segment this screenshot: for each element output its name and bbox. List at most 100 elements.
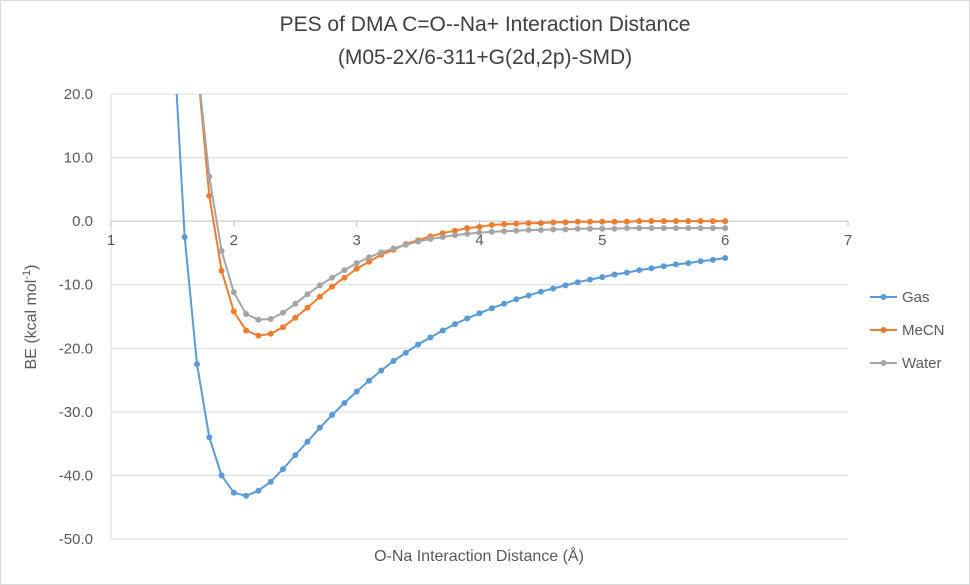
data-point-mecn	[280, 324, 286, 331]
data-point-gas	[574, 279, 581, 286]
data-point-mecn	[267, 330, 274, 337]
data-point-mecn	[660, 218, 667, 225]
data-point-gas	[304, 438, 311, 445]
data-point-gas	[648, 265, 655, 272]
data-point-water	[415, 238, 422, 245]
data-point-gas	[230, 489, 237, 496]
data-point-gas	[415, 341, 422, 348]
y-tick-label: 0.0	[72, 213, 93, 230]
data-point-mecn	[525, 220, 532, 227]
data-point-water	[280, 309, 286, 316]
y-tick-label: -20.0	[59, 340, 93, 357]
chart-title-line-1: PES of DMA C=O--Na+ Interaction Distance	[279, 13, 691, 36]
data-point-mecn	[697, 218, 704, 225]
data-point-gas	[181, 234, 188, 240]
gridlines	[111, 93, 848, 540]
data-point-water	[660, 225, 667, 232]
x-tick-label: 2	[230, 232, 238, 249]
data-point-mecn	[243, 327, 250, 334]
data-point-water	[636, 225, 643, 232]
data-point-gas	[685, 260, 692, 267]
data-point-gas	[267, 478, 274, 485]
data-point-mecn	[366, 258, 372, 265]
data-point-water	[685, 225, 692, 232]
data-point-gas	[550, 285, 557, 292]
x-tick-label: 7	[844, 232, 852, 249]
data-point-water	[206, 173, 213, 180]
data-point-water	[353, 260, 360, 267]
data-point-water	[623, 225, 630, 232]
data-point-mecn	[218, 267, 225, 274]
data-point-mecn	[722, 218, 729, 225]
y-tick-label: -40.0	[59, 467, 93, 484]
data-point-water	[537, 227, 544, 233]
data-point-mecn	[562, 219, 569, 226]
data-point-water	[709, 225, 716, 232]
data-point-gas	[255, 487, 262, 494]
y-tick-label: 10.0	[64, 150, 93, 167]
data-point-mecn	[623, 218, 630, 225]
series-line-gas	[175, 94, 726, 497]
legend-label-mecn: MeCN	[902, 322, 945, 339]
data-point-mecn	[488, 222, 495, 228]
data-point-water	[673, 225, 679, 232]
data-point-mecn	[513, 220, 520, 227]
legend-marker-water	[880, 360, 887, 366]
data-point-gas	[451, 321, 458, 328]
data-point-water	[599, 225, 606, 232]
y-axis-title-sup: -1	[21, 270, 33, 280]
data-point-water	[722, 225, 729, 232]
data-point-gas	[611, 271, 618, 278]
data-point-gas	[169, 15, 175, 21]
data-point-mecn	[464, 225, 471, 232]
data-point-gas	[206, 434, 213, 441]
data-point-mecn	[599, 218, 606, 225]
data-point-water	[255, 316, 262, 323]
data-point-gas	[402, 349, 409, 356]
series-line-mecn	[198, 94, 726, 337]
data-point-mecn	[574, 218, 581, 225]
legend-marker-gas	[880, 294, 887, 300]
data-point-gas	[501, 300, 508, 307]
data-point-water	[292, 300, 299, 307]
data-point-gas	[390, 358, 397, 364]
y-axis-title: BE (kcal mol-1)	[21, 265, 40, 370]
data-point-water	[218, 248, 225, 254]
data-point-gas	[316, 424, 323, 431]
data-point-gas	[537, 288, 544, 295]
data-point-gas	[243, 492, 250, 499]
data-point-mecn	[230, 308, 237, 315]
data-point-gas	[562, 282, 569, 289]
y-tick-label: -10.0	[59, 277, 93, 294]
data-point-water	[648, 225, 655, 232]
data-point-gas	[464, 315, 471, 322]
data-point-mecn	[611, 218, 618, 225]
data-point-gas	[660, 263, 667, 270]
x-tick-label: 6	[721, 232, 729, 249]
data-point-mecn	[550, 219, 557, 226]
x-tick-label: 5	[598, 232, 606, 249]
data-point-gas	[513, 296, 520, 303]
data-point-gas	[378, 367, 385, 374]
data-point-water	[464, 230, 471, 237]
data-point-water	[488, 228, 495, 235]
data-point-gas	[280, 466, 286, 473]
y-axis-title-end: )	[23, 265, 40, 270]
series-line-water	[199, 94, 726, 321]
data-point-water	[697, 225, 704, 232]
y-axis-title-main: BE (kcal mol	[23, 280, 40, 370]
data-point-gas	[218, 472, 225, 479]
data-point-gas	[194, 361, 200, 368]
x-axis-title: O-Na Interaction Distance (Å)	[374, 546, 584, 565]
data-point-gas	[292, 452, 299, 459]
data-point-mecn	[476, 223, 483, 230]
y-tick-label: 20.0	[64, 86, 93, 103]
data-point-gas	[673, 261, 679, 268]
data-point-water	[378, 249, 385, 256]
legend-label-water: Water	[902, 355, 941, 372]
data-point-water	[194, 59, 200, 65]
legend-marker-mecn	[880, 327, 887, 333]
data-point-gas	[525, 292, 532, 299]
data-point-water	[587, 225, 593, 232]
data-point-gas	[353, 388, 360, 395]
